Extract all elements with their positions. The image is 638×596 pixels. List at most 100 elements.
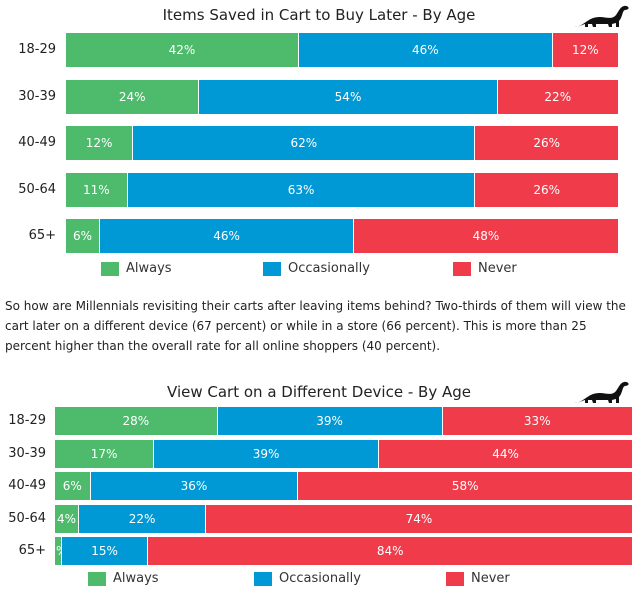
- bar-segment-occasionally: 39%: [153, 439, 379, 468]
- bar-segment-occasionally: 36%: [89, 472, 298, 500]
- legend-label: Occasionally: [288, 261, 370, 276]
- legend-item-always: Always: [101, 261, 172, 276]
- bar-row: 40-49 12% 62% 26%: [0, 126, 638, 160]
- stacked-bar: 17% 39% 44%: [55, 439, 632, 468]
- chart-title: Items Saved in Cart to Buy Later - By Ag…: [162, 6, 476, 24]
- stacked-bar: 12% 62% 26%: [66, 126, 618, 160]
- bar-segment-occasionally: 22%: [78, 504, 206, 533]
- bar-segment-occasionally: 39%: [216, 407, 442, 435]
- bar-segment-occasionally: 15%: [60, 537, 148, 565]
- bar-segment-never: 84%: [147, 537, 632, 565]
- data-label: 22%: [128, 511, 156, 526]
- stacked-bar: 6% 46% 48%: [66, 219, 618, 253]
- legend-item-always: Always: [88, 571, 159, 586]
- data-label: 12%: [572, 43, 599, 57]
- data-label: 11%: [83, 182, 110, 197]
- legend-label: Never: [471, 571, 510, 586]
- legend-item-occasionally: Occasionally: [254, 571, 361, 586]
- data-label: 22%: [544, 89, 572, 104]
- dinosaur-logo-icon: [574, 5, 629, 27]
- bar-segment-always: 28%: [55, 407, 217, 435]
- data-label: 54%: [334, 89, 362, 104]
- bar-row: 65+1%15%84%: [0, 537, 638, 565]
- bar-segment-always: 6%: [66, 219, 100, 253]
- data-label: 39%: [316, 414, 343, 428]
- bar-segment-occasionally: 63%: [126, 172, 475, 207]
- legend-swatch: [88, 571, 106, 586]
- bar-segment-never: 58%: [297, 472, 632, 500]
- chart-items-saved-in-cart: Items Saved in Cart to Buy Later - By Ag…: [0, 0, 638, 284]
- stacked-bar: 42% 46% 12%: [66, 33, 618, 67]
- legend-label: Occasionally: [279, 571, 361, 586]
- legend-swatch: [101, 261, 119, 276]
- bar-segment-always: 4%: [55, 504, 79, 533]
- bar-segment-always: 17%: [55, 439, 154, 468]
- bar-row: 50-64 4% 22% 74%: [0, 504, 638, 533]
- data-label: 46%: [411, 43, 439, 57]
- chart-legend: Always Occasionally Never: [0, 261, 638, 279]
- data-label: 4%: [57, 511, 77, 526]
- legend-label: Always: [113, 571, 159, 586]
- stacked-bar: 6% 36% 58%: [55, 472, 632, 500]
- bar-segment-always: 6%: [55, 472, 90, 500]
- category-label: 50-64: [8, 510, 46, 526]
- category-label: 40-49: [8, 478, 46, 493]
- bar-row: 30-39 17% 39% 44%: [0, 439, 638, 468]
- body-paragraph: So how are Millennials revisiting their …: [5, 299, 626, 353]
- legend-label: Never: [478, 261, 517, 276]
- category-label: 40-49: [18, 135, 56, 150]
- chart-legend: Always Occasionally Never: [0, 571, 638, 589]
- data-label: 84%: [376, 544, 404, 558]
- data-label: 63%: [287, 182, 315, 197]
- legend-item-never: Never: [453, 261, 517, 276]
- stacked-bar: 4% 22% 74%: [55, 504, 632, 533]
- data-label: 24%: [118, 89, 146, 104]
- bar-segment-never: 48%: [353, 219, 618, 253]
- bar-row: 30-39 24% 54% 22%: [0, 79, 638, 114]
- bar-segment-always: 12%: [66, 126, 133, 160]
- data-label: 6%: [73, 229, 93, 243]
- bar-segment-always: 11%: [66, 172, 127, 207]
- dinosaur-logo-icon: [574, 381, 629, 403]
- data-label: 12%: [85, 136, 113, 150]
- legend-label: Always: [126, 261, 172, 276]
- stacked-bar: 1%15%84%: [55, 537, 632, 565]
- legend-swatch: [254, 571, 272, 586]
- category-label: 18-29: [8, 413, 46, 428]
- bar-segment-occasionally: 54%: [198, 79, 497, 114]
- stacked-bar: 28% 39% 33%: [55, 407, 632, 435]
- bar-segment-occasionally: 46%: [99, 219, 354, 253]
- legend-swatch: [446, 571, 464, 586]
- bar-segment-never: 26%: [474, 126, 618, 160]
- bar-row: 18-29 42% 46% 12%: [0, 33, 638, 67]
- bar-segment-never: 26%: [474, 172, 618, 207]
- bar-segment-never: 74%: [205, 504, 632, 533]
- legend-item-never: Never: [446, 571, 510, 586]
- bar-segment-never: 12%: [551, 33, 618, 67]
- legend-swatch: [453, 261, 471, 276]
- category-label: 30-39: [8, 445, 46, 461]
- chart-title: View Cart on a Different Device - By Age: [167, 383, 471, 401]
- data-label: 46%: [213, 229, 240, 243]
- category-label: 18-29: [18, 42, 56, 57]
- data-label: 44%: [492, 446, 519, 461]
- chart-view-cart-different-device: View Cart on a Different Device - By Age…: [0, 378, 638, 596]
- data-label: 74%: [405, 511, 433, 526]
- data-label: 28%: [122, 414, 150, 428]
- bar-row: 18-29 28% 39% 33%: [0, 407, 638, 435]
- bar-segment-never: 22%: [496, 79, 618, 114]
- bar-segment-occasionally: 46%: [297, 33, 552, 67]
- data-label: 17%: [90, 446, 118, 461]
- data-label: 62%: [290, 136, 318, 150]
- bar-segment-occasionally: 62%: [132, 126, 475, 160]
- stacked-bar: 11% 63% 26%: [66, 172, 618, 207]
- data-label: 15%: [91, 544, 118, 558]
- data-label: 58%: [451, 479, 479, 493]
- data-label: 36%: [180, 479, 208, 493]
- data-label: 39%: [252, 446, 280, 461]
- legend-swatch: [263, 261, 281, 276]
- bar-row: 50-64 11% 63% 26%: [0, 172, 638, 207]
- data-label: 6%: [62, 479, 82, 493]
- category-label: 65+: [18, 543, 46, 558]
- legend-item-occasionally: Occasionally: [263, 261, 370, 276]
